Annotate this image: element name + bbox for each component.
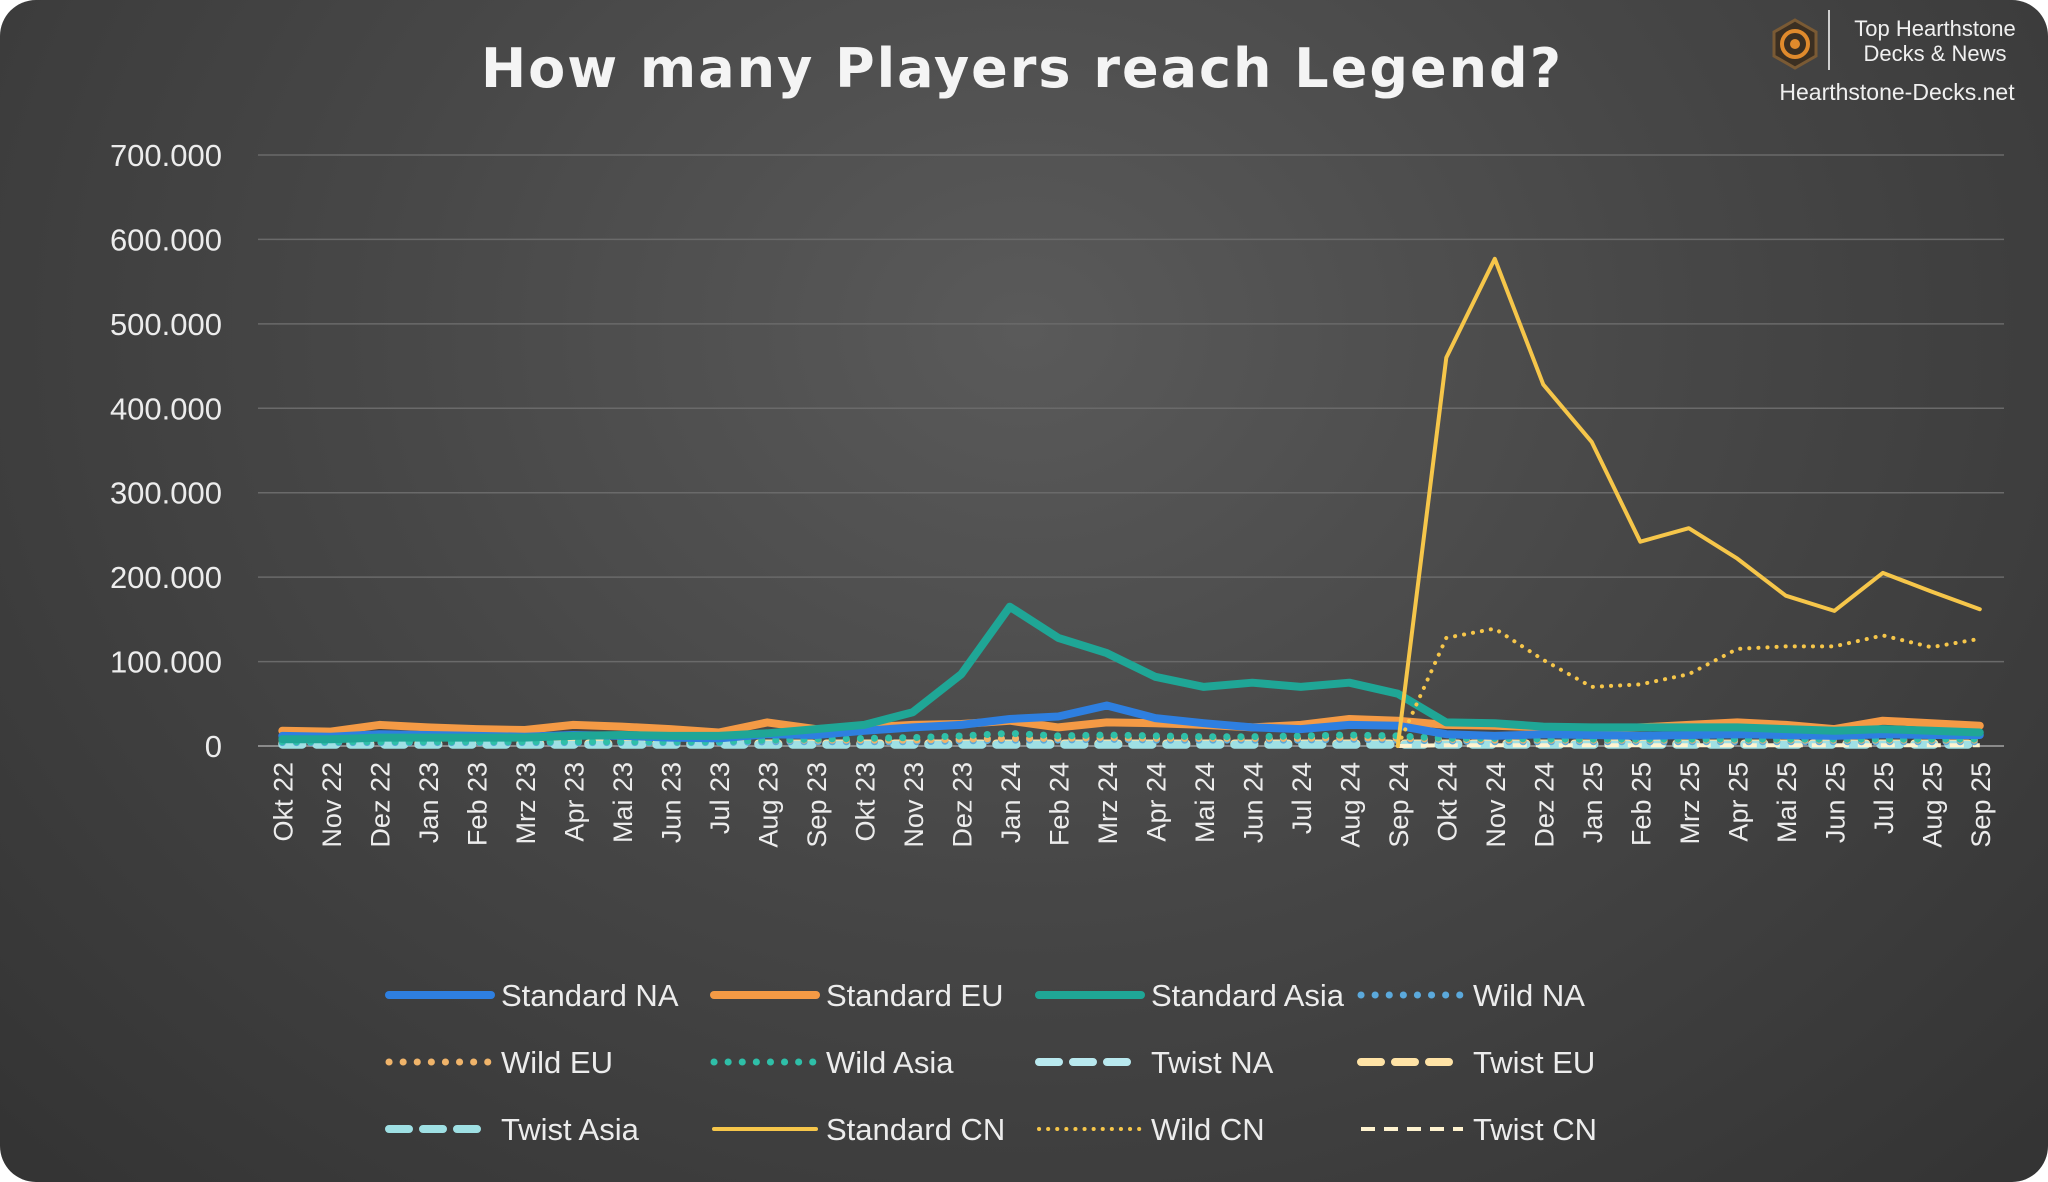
- y-tick-label: 400.000: [110, 391, 222, 426]
- x-tick-label: Sep 24: [1384, 762, 1414, 848]
- series-line-wild-cn: [1395, 626, 1982, 748]
- brand-url[interactable]: Hearthstone-Decks.net: [1779, 79, 2015, 105]
- brand-name-line2: Decks & News: [1863, 41, 2006, 66]
- x-tick-label: Nov 22: [317, 762, 347, 848]
- x-tick-label: Jul 24: [1287, 762, 1317, 834]
- x-tick-label: Jul 25: [1869, 762, 1899, 834]
- x-tick-label: Apr 23: [559, 762, 589, 842]
- brand-logo[interactable]: Top Hearthstone Decks & News Hearthstone…: [1772, 10, 2016, 105]
- x-tick-label: Jul 23: [705, 762, 735, 834]
- y-tick-label: 500.000: [110, 307, 222, 342]
- x-tick-label: Feb 23: [462, 762, 492, 846]
- legend-item-wild-asia: Wild Asia: [710, 1045, 954, 1080]
- legend-item-standard-asia: Standard Asia: [1035, 978, 1345, 1013]
- legend-label: Wild CN: [1151, 1112, 1265, 1147]
- x-tick-label: Jan 25: [1578, 762, 1608, 843]
- x-tick-label: Mai 25: [1772, 762, 1802, 843]
- x-tick-label: Mrz 24: [1093, 762, 1123, 845]
- legend-label: Twist EU: [1473, 1045, 1595, 1080]
- brand-name-line1: Top Hearthstone: [1854, 16, 2015, 41]
- y-axis: 0 100.000 200.000 300.000 400.000 500.000 600.…: [110, 138, 222, 764]
- x-tick-label: Feb 24: [1044, 762, 1074, 846]
- legend-item-twist-eu: Twist EU: [1357, 1045, 1595, 1080]
- legend-item-standard-cn: Standard CN: [712, 1112, 1005, 1147]
- x-tick-label: Dez 24: [1529, 762, 1559, 848]
- x-tick-label: Mai 24: [1190, 762, 1220, 843]
- x-tick-label: Dez 23: [947, 762, 977, 848]
- x-tick-label: Nov 23: [899, 762, 929, 848]
- x-axis: Okt 22 Nov 22 Dez 22 Jan 23 Feb 23 Mrz 23 Apr …: [268, 762, 1996, 848]
- chart-title: How many Players reach Legend?: [481, 37, 1563, 100]
- y-tick-label: 100.000: [110, 645, 222, 680]
- x-tick-label: Okt 23: [850, 762, 880, 842]
- legend: Standard NA Standard EU Standard Asia Wild …: [385, 978, 1597, 1147]
- y-tick-label: 600.000: [110, 222, 222, 257]
- x-tick-label: Aug 25: [1917, 762, 1947, 848]
- series-layer: [278, 256, 1984, 749]
- legend-label: Standard CN: [826, 1112, 1005, 1147]
- y-tick-label: 200.000: [110, 560, 222, 595]
- legend-item-wild-eu: Wild EU: [385, 1045, 613, 1080]
- gridlines: [258, 154, 2004, 747]
- legend-label: Wild EU: [501, 1045, 613, 1080]
- x-tick-label: Jan 23: [414, 762, 444, 843]
- x-tick-label: Feb 25: [1626, 762, 1656, 846]
- x-tick-label: Apr 24: [1141, 762, 1171, 842]
- x-tick-label: Okt 22: [268, 762, 298, 842]
- x-tick-label: Sep 25: [1966, 762, 1996, 848]
- legend-label: Wild Asia: [826, 1045, 954, 1080]
- legend-item-twist-na: Twist NA: [1035, 1045, 1274, 1080]
- x-tick-label: Mrz 23: [511, 762, 541, 845]
- series-line-wild-asia: [278, 729, 1984, 746]
- x-tick-label: Jun 23: [656, 762, 686, 843]
- hearthstone-logo-icon: [1772, 18, 1818, 70]
- legend-label: Wild NA: [1473, 978, 1585, 1013]
- x-tick-label: Aug 23: [753, 762, 783, 848]
- y-tick-label: 700.000: [110, 138, 222, 173]
- y-tick-label: 0: [205, 729, 222, 764]
- y-tick-label: 300.000: [110, 476, 222, 511]
- legend-label: Standard EU: [826, 978, 1004, 1013]
- legend-label: Twist Asia: [501, 1112, 640, 1147]
- legend-label: Standard Asia: [1151, 978, 1345, 1013]
- x-tick-label: Nov 24: [1481, 762, 1511, 848]
- x-tick-label: Okt 24: [1432, 762, 1462, 842]
- x-tick-label: Apr 25: [1723, 762, 1753, 842]
- x-tick-label: Jan 24: [996, 762, 1026, 843]
- legend-item-wild-cn: Wild CN: [1037, 1112, 1265, 1147]
- x-tick-label: Dez 22: [365, 762, 395, 848]
- x-tick-label: Aug 24: [1335, 762, 1365, 848]
- legend-item-twist-cn: Twist CN: [1361, 1112, 1597, 1147]
- series-line-standard-cn: [1395, 256, 1982, 748]
- legend-item-twist-asia: Twist Asia: [385, 1112, 640, 1147]
- legend-label: Twist CN: [1473, 1112, 1597, 1147]
- legend-item-standard-eu: Standard EU: [710, 978, 1004, 1013]
- legend-item-wild-na: Wild NA: [1357, 978, 1585, 1013]
- x-tick-label: Jun 25: [1820, 762, 1850, 843]
- legend-label: Twist NA: [1151, 1045, 1274, 1080]
- series-line-standard-asia: [278, 602, 1984, 744]
- x-tick-label: Sep 23: [802, 762, 832, 848]
- x-tick-label: Mrz 25: [1675, 762, 1705, 845]
- legend-label: Standard NA: [501, 978, 679, 1013]
- x-tick-label: Mai 23: [608, 762, 638, 843]
- x-tick-label: Jun 24: [1238, 762, 1268, 843]
- legend-item-standard-na: Standard NA: [385, 978, 679, 1013]
